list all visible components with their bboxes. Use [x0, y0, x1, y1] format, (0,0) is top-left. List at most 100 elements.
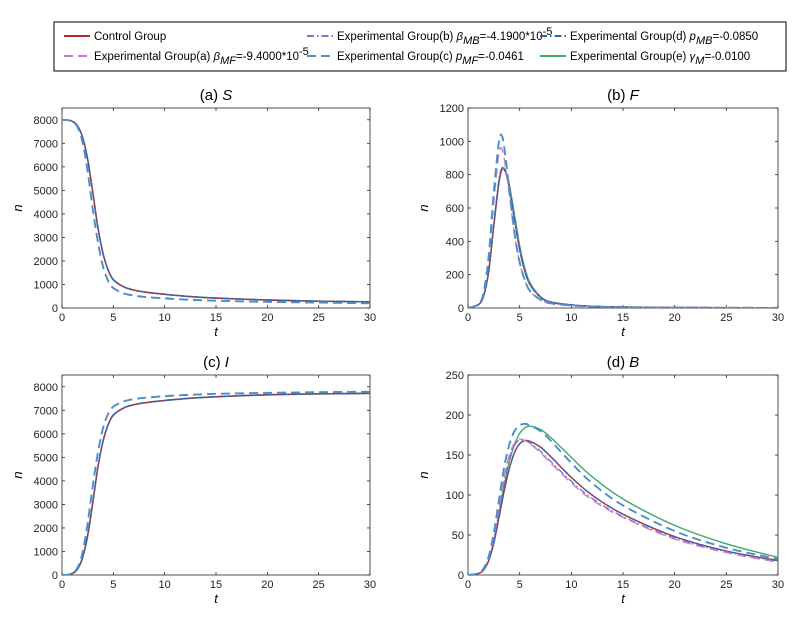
x-axis-label: t — [214, 324, 219, 339]
y-axis-label: n — [416, 204, 431, 211]
chart-panel-F: (b) F 0 5 10 15 20 25 30 0 200 400 600 800 1000 1200 t n — [416, 87, 784, 339]
y-tick-label: 6000 — [34, 162, 58, 174]
x-tick-label: 10 — [159, 312, 171, 324]
y-tick-label: 150 — [446, 450, 464, 462]
x-tick-label: 0 — [59, 312, 65, 324]
x-tick-label: 5 — [110, 579, 116, 591]
series-line — [468, 133, 778, 308]
series-line — [468, 439, 778, 575]
y-tick-label: 5000 — [34, 452, 58, 464]
x-tick-label: 10 — [565, 312, 577, 324]
series-group — [468, 422, 778, 575]
y-axis-label: n — [10, 204, 25, 211]
y-tick-label: 3000 — [34, 232, 58, 244]
legend-label: Experimental Group(d) pMB=-0.0850 — [570, 31, 758, 47]
x-tick-label: 25 — [720, 579, 732, 591]
x-tick-label: 5 — [110, 312, 116, 324]
y-tick-label: 1000 — [34, 279, 58, 291]
series-line — [62, 390, 370, 575]
legend-entry: Experimental Group(c) pMF=-0.0461 — [307, 51, 524, 67]
plot-area — [61, 374, 371, 576]
x-tick-label: 0 — [465, 579, 471, 591]
x-tick-label: 20 — [261, 312, 273, 324]
legend-label: Experimental Group(b) βMB=-4.1900*10-5 — [337, 26, 552, 47]
y-tick-label: 1000 — [34, 546, 58, 558]
y-tick-label: 1200 — [440, 103, 464, 115]
y-axis-label: n — [416, 471, 431, 478]
x-axis-label: t — [621, 324, 626, 339]
series-group — [468, 133, 778, 308]
y-tick-label: 0 — [458, 570, 464, 582]
plot-area — [61, 107, 371, 309]
legend-box — [53, 21, 787, 72]
y-tick-label: 2000 — [34, 523, 58, 535]
x-tick-label: 0 — [59, 579, 65, 591]
x-tick-label: 15 — [210, 579, 222, 591]
y-tick-label: 200 — [446, 410, 464, 422]
legend: Control Group Experimental Group(a) βMF=-… — [53, 21, 787, 72]
chart-title: (a) S — [200, 87, 233, 104]
y-tick-label: 7000 — [34, 405, 58, 417]
legend-entry: Control Group — [64, 31, 166, 43]
y-tick-label: 100 — [446, 490, 464, 502]
y-tick-label: 4000 — [34, 209, 58, 221]
chart-panel-I: (c) I 0 5 10 15 20 25 30 0 1000 2000 3000 4000 5000 60… — [10, 354, 376, 606]
x-tick-label: 15 — [210, 312, 222, 324]
y-tick-label: 250 — [446, 370, 464, 382]
y-tick-label: 0 — [52, 303, 58, 315]
legend-entry: Experimental Group(b) βMB=-4.1900*10-5 — [307, 26, 552, 47]
legend-label: Experimental Group(a) βMF=-9.4000*10-5 — [94, 46, 309, 67]
series-line — [62, 118, 370, 305]
x-tick-label: 5 — [517, 579, 523, 591]
y-tick-label: 3000 — [34, 499, 58, 511]
legend-label: Experimental Group(c) pMF=-0.0461 — [337, 51, 524, 67]
x-axis-label: t — [621, 591, 626, 606]
y-tick-label: 4000 — [34, 476, 58, 488]
x-tick-label: 0 — [465, 312, 471, 324]
y-tick-label: 2000 — [34, 256, 58, 268]
x-tick-label: 30 — [772, 579, 784, 591]
x-tick-label: 20 — [261, 579, 273, 591]
y-axis-label: n — [10, 471, 25, 478]
legend-entry: Experimental Group(e) γM=-0.0100 — [540, 51, 750, 67]
legend-label: Experimental Group(e) γM=-0.0100 — [570, 51, 750, 67]
panels: (a) S0 5 10 15 20 25 3001000200030004000500060… — [10, 87, 784, 606]
y-tick-label: 8000 — [34, 115, 58, 127]
series-line — [468, 166, 778, 308]
x-tick-label: 25 — [720, 312, 732, 324]
y-tick-label: 7000 — [34, 138, 58, 150]
y-tick-label: 600 — [446, 203, 464, 215]
x-tick-label: 10 — [565, 579, 577, 591]
x-tick-label: 30 — [364, 579, 376, 591]
chart-panel-S: (a) S 0 5 10 15 20 25 30 0 1000 2000 3000 4000 5000 60… — [10, 87, 376, 339]
chart-panel-B: (d) B 0 5 10 15 20 25 30 0 50 100 150 200 250 t n — [416, 354, 784, 606]
x-tick-label: 15 — [617, 312, 629, 324]
series-group — [62, 118, 370, 305]
y-tick-label: 6000 — [34, 429, 58, 441]
x-tick-label: 10 — [159, 579, 171, 591]
legend-label: Control Group — [94, 31, 166, 43]
series-group — [62, 390, 370, 575]
x-axis-label: t — [214, 591, 219, 606]
y-tick-label: 800 — [446, 170, 464, 182]
legend-entry: Experimental Group(a) βMF=-9.4000*10-5 — [64, 46, 309, 67]
x-tick-label: 5 — [517, 312, 523, 324]
x-tick-label: 15 — [617, 579, 629, 591]
x-tick-label: 30 — [772, 312, 784, 324]
y-tick-label: 0 — [52, 570, 58, 582]
y-tick-label: 1000 — [440, 136, 464, 148]
y-tick-label: 5000 — [34, 185, 58, 197]
x-tick-label: 25 — [313, 579, 325, 591]
chart-title: (d) B — [607, 354, 640, 371]
x-tick-label: 30 — [364, 312, 376, 324]
legend-entry: Experimental Group(d) pMB=-0.0850 — [540, 31, 758, 47]
x-tick-label: 25 — [313, 312, 325, 324]
chart-title: (b) F — [607, 87, 640, 104]
y-tick-label: 200 — [446, 270, 464, 282]
x-tick-label: 20 — [669, 312, 681, 324]
series-line — [468, 422, 778, 575]
plot-area — [467, 107, 779, 309]
y-tick-label: 50 — [452, 530, 464, 542]
y-tick-label: 8000 — [34, 382, 58, 394]
